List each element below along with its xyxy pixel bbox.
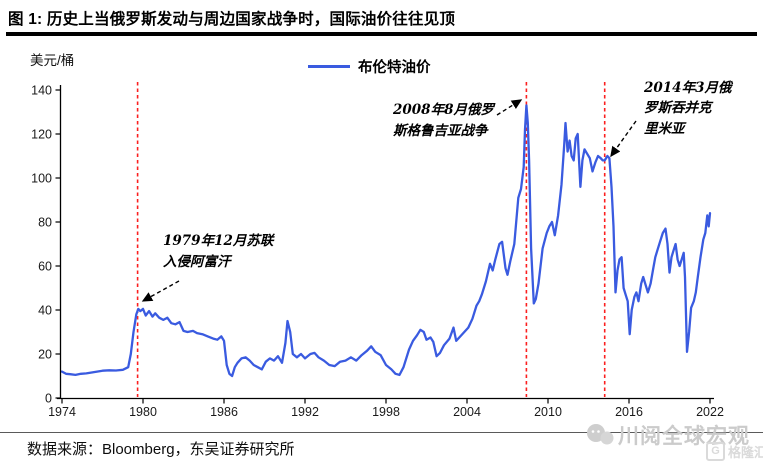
x-tick-label: 1992 xyxy=(291,405,319,419)
y-tick-label: 140 xyxy=(31,84,52,98)
x-tick-label: 2016 xyxy=(615,405,643,419)
legend-label: 布伦特油价 xyxy=(358,60,431,76)
gelonghui-logo-icon: G xyxy=(706,442,725,461)
y-tick-label: 120 xyxy=(31,128,52,142)
y-tick-label: 100 xyxy=(31,172,52,186)
event-lines xyxy=(136,82,606,397)
legend-line-swatch xyxy=(308,65,350,68)
y-axis-unit-label: 美元/桶 xyxy=(30,53,75,68)
data-source: 数据来源：Bloomberg，东吴证券研究所 xyxy=(27,441,295,458)
x-tick-label: 2010 xyxy=(534,405,562,419)
annotation-afghanistan: 1979年12月苏联 入侵阿富汗 xyxy=(163,233,274,270)
x-tick-label: 2022 xyxy=(696,405,724,419)
gelonghui-text: 格隆汇 xyxy=(728,445,763,460)
figure-title: 图 1: 历史上当俄罗斯发动与周边国家战争时，国际油价往往见顶 xyxy=(8,11,456,28)
price-line xyxy=(60,104,712,378)
y-tick-label: 0 xyxy=(45,392,52,406)
arrow-afghanistan xyxy=(141,280,180,302)
arrow-crimea xyxy=(610,120,637,158)
wechat-icon xyxy=(587,424,614,445)
x-tick-label: 1998 xyxy=(372,405,400,419)
annotation-crimea: 2014年3月俄 罗斯吞并克 里米亚 xyxy=(644,80,732,137)
legend: 布伦特油价 xyxy=(308,56,431,77)
annotation-georgia: 2008年8月俄罗 斯格鲁吉亚战争 xyxy=(393,102,494,139)
footer-divider xyxy=(0,432,763,433)
y-tick-label: 60 xyxy=(38,260,52,274)
x-tick-label: 1986 xyxy=(210,405,238,419)
y-tick-label: 80 xyxy=(38,216,52,230)
annotation-arrows xyxy=(141,99,637,302)
y-tick-label: 40 xyxy=(38,304,52,318)
x-tick-label: 1974 xyxy=(48,405,76,419)
price-line-series xyxy=(60,104,712,378)
x-tick-label: 2004 xyxy=(453,405,481,419)
watermark-gelonghui: G 格隆汇 xyxy=(706,442,763,461)
y-tick-label: 20 xyxy=(38,348,52,362)
axis-ticks: 0 20 40 60 80 100 120 140 1974 1980 1986 1992 1998 20… xyxy=(31,84,724,420)
arrow-georgia xyxy=(496,99,523,116)
title-divider xyxy=(6,32,757,36)
x-tick-label: 1980 xyxy=(129,405,157,419)
